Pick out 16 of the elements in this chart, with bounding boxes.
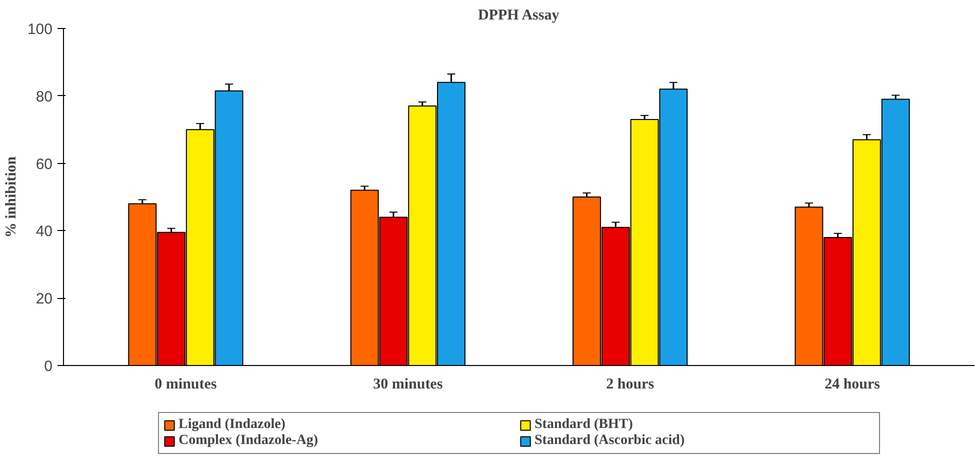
x-tick-label: 0 minutes	[154, 376, 217, 392]
y-tick-label: 0	[44, 358, 52, 375]
chart-title: DPPH Assay	[478, 8, 560, 24]
y-tick-label: 100	[27, 21, 53, 38]
x-tick-label: 24 hours	[824, 376, 880, 392]
y-axis-title: % inhibition	[3, 156, 20, 238]
legend-label: Standard (Ascorbic acid)	[534, 432, 686, 448]
x-tick-label: 2 hours	[606, 376, 654, 392]
y-tick-label: 40	[36, 223, 53, 240]
legend-label: Complex (Indazole-Ag)	[178, 432, 320, 448]
y-tick-label: 20	[36, 290, 53, 308]
y-tick-label: 60	[36, 156, 53, 173]
legend-label: Ligand (Indazole)	[178, 416, 286, 432]
legend-label: Standard (BHT)	[534, 416, 634, 432]
y-tick-label: 80	[36, 88, 53, 106]
x-tick-label: 30 minutes	[373, 376, 443, 392]
